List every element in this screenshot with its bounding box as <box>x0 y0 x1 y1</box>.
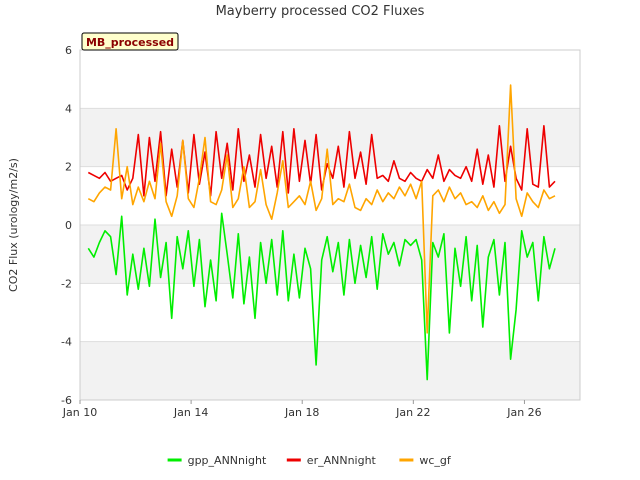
y-axis-ticks: -6 -4 -2 0 2 4 6 <box>61 44 72 407</box>
background-band <box>80 283 580 342</box>
series-layer <box>87 84 556 381</box>
y-tick-label: 4 <box>65 102 72 115</box>
legend-label-gpp_ANNnight: gpp_ANNnight <box>188 454 267 467</box>
y-tick-label: -2 <box>61 277 72 290</box>
x-tick-label: Jan 14 <box>173 406 208 419</box>
x-axis-ticks: Jan 10 Jan 14 Jan 18 Jan 22 Jan 26 <box>62 400 542 419</box>
y-axis-title: CO2 Flux (urology/m2/s) <box>7 158 20 292</box>
y-tick-label: -4 <box>61 336 72 349</box>
y-tick-label: 6 <box>65 44 72 57</box>
x-tick-label: Jan 26 <box>506 406 541 419</box>
y-tick-label: 0 <box>65 219 72 232</box>
series-line-gpp_ANNnight <box>87 212 556 381</box>
y-tick-label: -6 <box>61 394 72 407</box>
y-tick-label: 2 <box>65 161 72 174</box>
x-tick-label: Jan 10 <box>62 406 97 419</box>
background-band <box>80 108 580 167</box>
plot-frame <box>79 49 581 401</box>
background-band <box>80 50 580 109</box>
site-badge-label: MB_processed <box>86 36 174 49</box>
legend-label-wc_gf: wc_gf <box>419 454 452 467</box>
legend-label-er_ANNnight: er_ANNnight <box>307 454 377 467</box>
background-band <box>80 341 580 400</box>
legend: gpp_ANNnight er_ANNnight wc_gf <box>167 454 452 467</box>
site-badge-box <box>81 32 179 51</box>
chart-title: Mayberry processed CO2 Fluxes <box>216 4 425 19</box>
site-badge: MB_processed <box>81 32 179 51</box>
series-line-wc_gf <box>87 84 556 334</box>
x-tick-label: Jan 18 <box>284 406 319 419</box>
x-tick-label: Jan 22 <box>395 406 430 419</box>
